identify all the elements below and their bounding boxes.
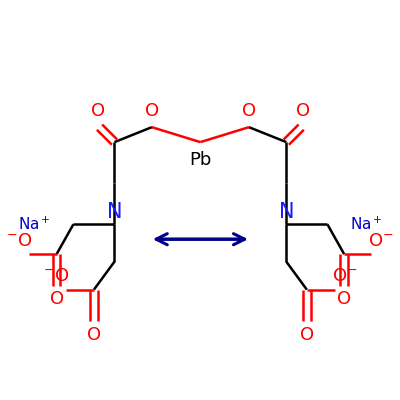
Text: O: O bbox=[145, 102, 159, 120]
Text: O: O bbox=[337, 290, 351, 308]
Text: O: O bbox=[300, 326, 314, 344]
Text: Na$^+$: Na$^+$ bbox=[18, 216, 50, 233]
Text: O: O bbox=[242, 102, 256, 120]
Text: Pb: Pb bbox=[189, 152, 212, 170]
Text: O: O bbox=[87, 326, 101, 344]
Text: Na$^+$: Na$^+$ bbox=[350, 216, 383, 233]
Text: $^{-}$O: $^{-}$O bbox=[6, 232, 32, 250]
Text: O$^{-}$: O$^{-}$ bbox=[332, 267, 358, 285]
Text: N: N bbox=[278, 202, 294, 222]
Text: $^{-}$O: $^{-}$O bbox=[42, 267, 69, 285]
Text: O: O bbox=[296, 102, 310, 120]
Text: N: N bbox=[107, 202, 122, 222]
Text: O$^{-}$: O$^{-}$ bbox=[368, 232, 394, 250]
Text: O: O bbox=[50, 290, 64, 308]
Text: O: O bbox=[91, 102, 105, 120]
